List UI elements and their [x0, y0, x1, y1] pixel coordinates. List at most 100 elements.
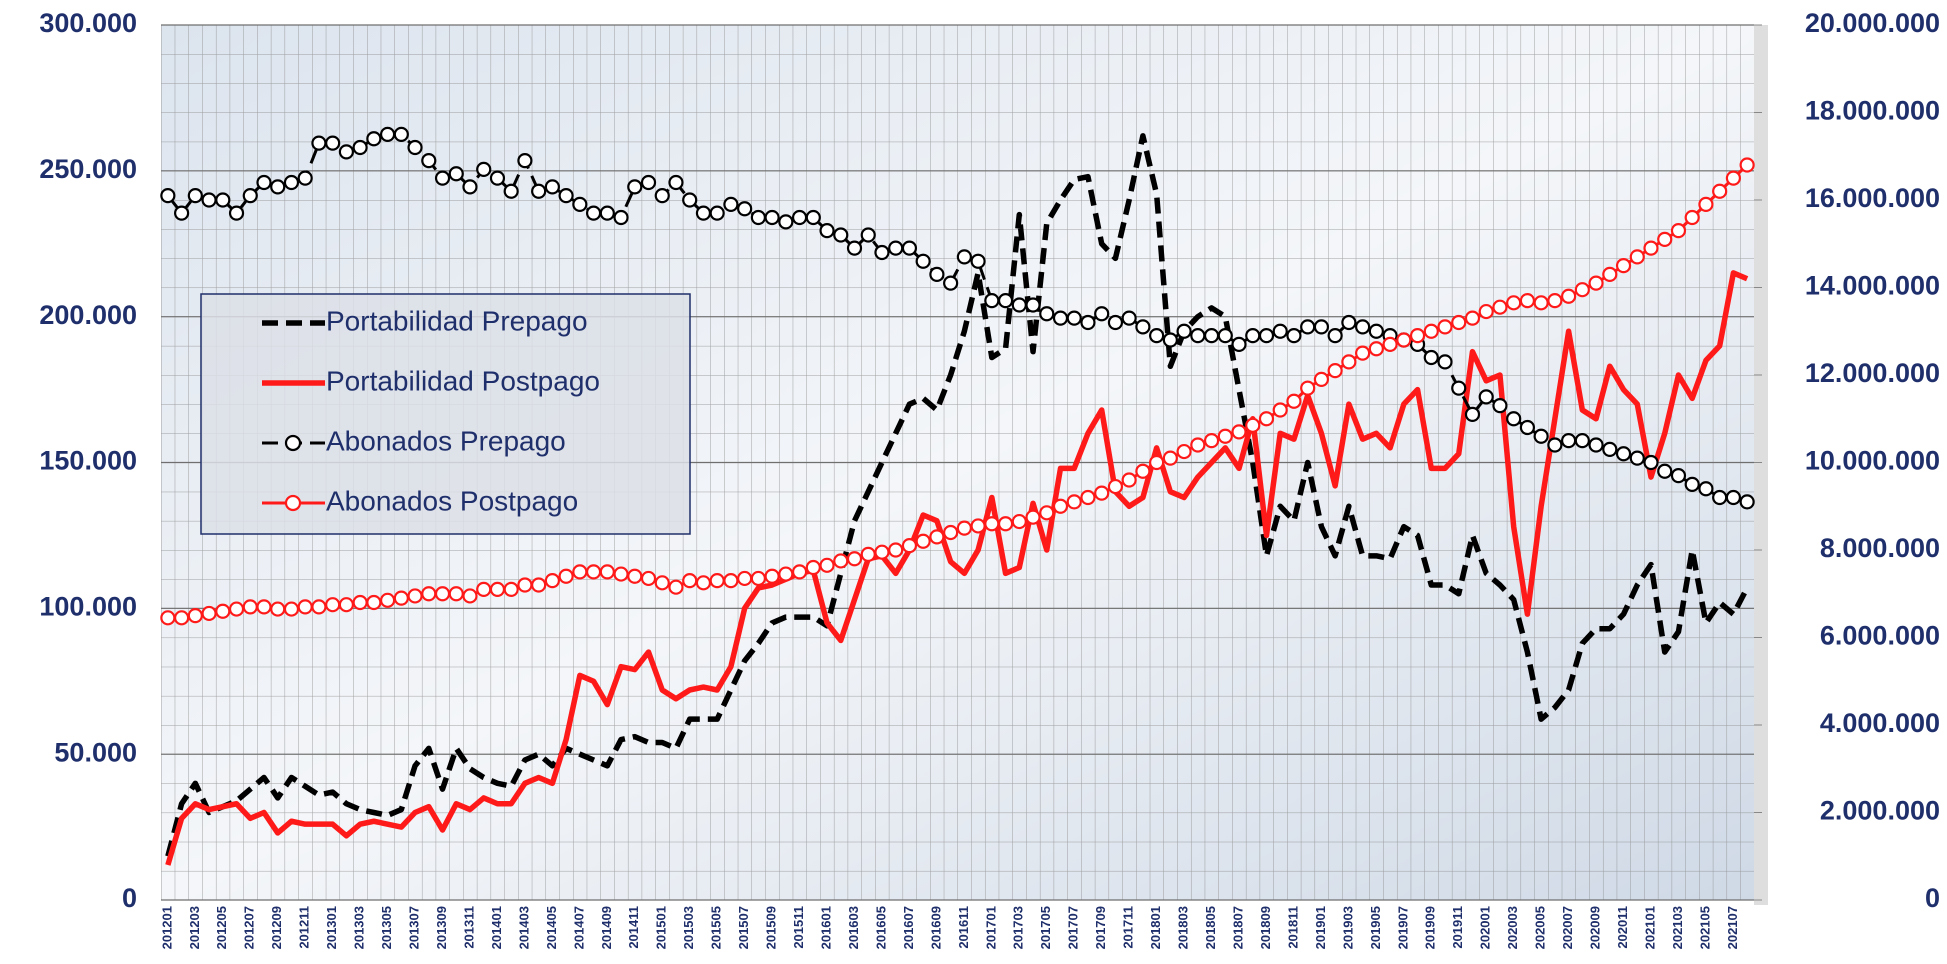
series-marker	[791, 564, 808, 580]
series-marker	[215, 192, 231, 208]
series-marker	[1712, 489, 1728, 506]
series-marker	[476, 581, 492, 597]
x-tick-label: 201709	[1093, 906, 1108, 949]
series-marker	[1313, 371, 1330, 387]
series-marker	[929, 529, 945, 545]
series-marker	[1203, 433, 1220, 449]
series-marker	[572, 564, 588, 580]
legend: Portabilidad Prepago Portabilidad Postpag…	[200, 293, 691, 535]
series-marker	[682, 192, 698, 208]
series-marker	[709, 573, 725, 589]
series-marker	[888, 240, 904, 256]
series-marker	[585, 564, 602, 580]
series-marker	[874, 544, 890, 560]
series-marker	[1368, 323, 1384, 339]
series-marker	[1258, 328, 1275, 344]
series-marker	[943, 275, 959, 291]
series-marker	[1341, 314, 1357, 331]
series-marker	[1698, 481, 1714, 497]
x-tick-label: 202101	[1642, 906, 1657, 949]
series-marker	[791, 209, 808, 226]
series-marker	[434, 170, 451, 186]
series-marker	[984, 293, 1000, 309]
series-marker	[846, 551, 863, 567]
x-tick-label: 201511	[791, 906, 806, 949]
series-marker	[915, 253, 931, 269]
series-marker	[943, 524, 959, 541]
plot-shadow	[1754, 25, 1768, 905]
series-marker	[1506, 295, 1522, 311]
series-marker	[956, 249, 972, 265]
series-marker	[984, 516, 1000, 532]
series-marker	[1629, 450, 1645, 466]
series-marker	[1739, 494, 1755, 510]
series-marker	[1602, 266, 1618, 282]
series-marker	[1039, 306, 1055, 322]
series-marker	[1725, 489, 1742, 506]
series-marker	[476, 161, 492, 177]
series-marker	[173, 610, 190, 626]
series-marker	[1657, 463, 1673, 479]
series-marker	[1245, 328, 1261, 344]
x-tick-label: 201803	[1176, 906, 1191, 949]
y2-tick-label: 20.000.000	[1805, 8, 1940, 38]
x-tick-label: 202003	[1505, 906, 1520, 949]
series-marker	[421, 586, 437, 602]
series-marker	[325, 597, 341, 613]
x-tick-label: 201811	[1285, 906, 1300, 949]
series-marker	[434, 586, 451, 602]
series-marker	[805, 209, 821, 226]
series-marker	[187, 608, 203, 624]
series-marker	[860, 546, 876, 562]
x-tick-label: 201809	[1258, 906, 1273, 949]
series-marker	[1478, 303, 1494, 320]
series-marker	[1396, 332, 1412, 348]
series-marker	[1670, 468, 1687, 484]
series-marker	[1602, 441, 1618, 457]
series-marker	[572, 196, 588, 212]
series-marker	[627, 179, 643, 195]
series-marker	[1712, 183, 1728, 199]
x-tick-label: 201609	[928, 906, 943, 949]
x-tick-label: 201207	[242, 906, 257, 949]
legend-marker	[284, 494, 302, 512]
x-tick-label: 201211	[297, 906, 312, 949]
x-tick-label: 202011	[1615, 906, 1630, 949]
x-tick-label: 201607	[901, 906, 916, 949]
series-marker	[1121, 472, 1137, 488]
series-marker	[1121, 310, 1137, 326]
series-marker	[640, 174, 657, 191]
series-marker	[627, 568, 643, 584]
series-marker	[1176, 443, 1192, 460]
series-marker	[1684, 476, 1700, 492]
x-tick-label: 201407	[571, 906, 586, 949]
series-marker	[929, 266, 945, 282]
series-marker	[462, 588, 478, 604]
x-tick-label: 201905	[1368, 906, 1383, 949]
x-tick-label: 201307	[406, 906, 421, 949]
series-marker	[1011, 513, 1027, 530]
series-marker	[778, 566, 794, 582]
series-marker	[1231, 336, 1247, 352]
x-tick-label: 201405	[544, 906, 559, 949]
x-tick-label: 201201	[159, 906, 174, 949]
series-marker	[1313, 319, 1330, 335]
series-marker	[242, 599, 258, 615]
y-tick-label: 50.000	[54, 737, 137, 767]
series-marker	[1588, 275, 1604, 291]
series-marker	[1478, 389, 1494, 405]
y2-tick-label: 12.000.000	[1805, 358, 1940, 388]
x-tick-label: 201801	[1148, 906, 1163, 949]
series-marker	[613, 209, 629, 226]
x-tick-label: 201505	[709, 906, 724, 949]
series-marker	[160, 188, 176, 204]
series-layer	[160, 24, 1755, 901]
series-marker	[1203, 328, 1220, 344]
series-marker	[874, 244, 890, 261]
series-marker	[1464, 406, 1481, 422]
series-marker	[819, 223, 835, 239]
y2-tick-label: 8.000.000	[1820, 533, 1940, 563]
series-marker	[1506, 411, 1522, 427]
series-marker	[1025, 509, 1041, 525]
series-marker	[654, 575, 670, 591]
